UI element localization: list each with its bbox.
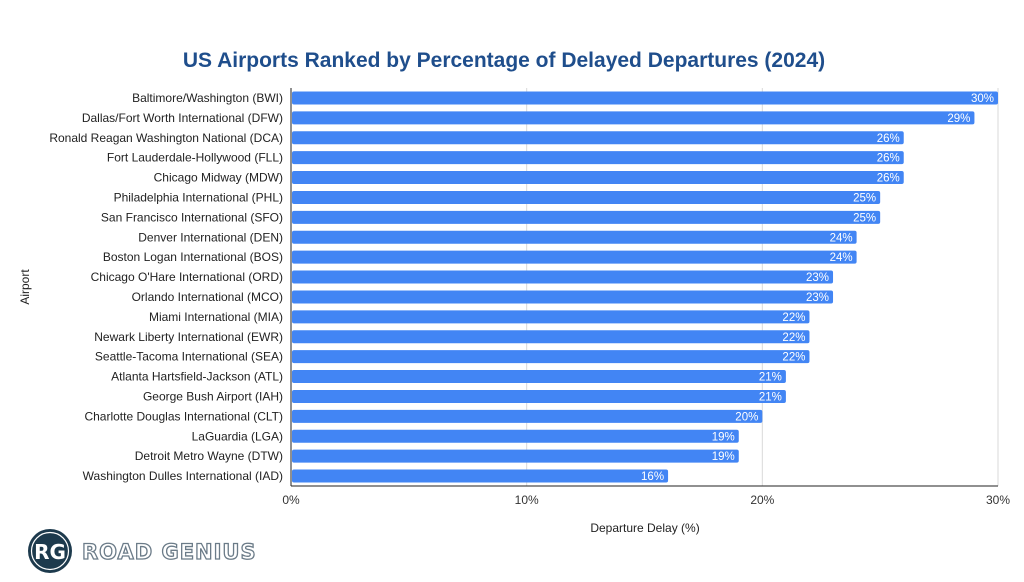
logo-badge [28,529,72,573]
bar [292,389,786,403]
data-label: 26% [877,173,900,185]
data-label: 22% [782,332,805,344]
x-tick-label: 20% [750,493,774,507]
category-label: Fort Lauderdale-Hollywood (FLL) [107,151,283,165]
data-label: 23% [806,292,829,304]
category-label: Denver International (DEN) [138,230,283,244]
category-label: Seattle-Tacoma International (SEA) [95,350,283,364]
data-label: 26% [877,153,900,165]
category-label: Orlando International (MCO) [132,290,283,304]
bar [292,330,810,344]
gridlines [526,88,999,486]
logo-initials: RG [34,540,66,564]
data-label: 29% [947,113,970,125]
data-label: 25% [853,212,876,224]
bar [292,171,904,185]
category-label: Chicago O'Hare International (ORD) [91,270,283,284]
x-tick-label: 30% [986,493,1010,507]
data-label: 30% [971,93,994,105]
category-label: Atlanta Hartsfield-Jackson (ATL) [111,370,283,384]
data-label: 19% [712,451,735,463]
data-label: 25% [853,192,876,204]
category-label: Philadelphia International (PHL) [114,190,283,204]
bar [292,230,857,244]
data-label: 22% [782,352,805,364]
bar [292,370,786,384]
bar [292,429,739,443]
data-label: 24% [830,252,853,264]
category-label: Dallas/Fort Worth International (DFW) [82,111,283,125]
data-label: 22% [782,312,805,324]
category-label: Chicago Midway (MDW) [154,171,283,185]
bar [292,350,810,364]
category-label: Washington Dulles International (IAD) [83,469,283,483]
data-label: 16% [641,471,664,483]
category-labels: Baltimore/Washington (BWI) Dallas/Fort Wo… [49,91,283,483]
bar [292,250,857,264]
data-label: 26% [877,133,900,145]
bars: 30%29%26%26%26%25%25%24%24%23%23%22%22%2… [292,91,998,483]
x-tick-label: 0% [282,493,300,507]
x-tick-label: 10% [515,493,539,507]
category-label: Baltimore/Washington (BWI) [132,91,283,105]
bar [292,409,763,423]
bar [292,270,834,284]
road-genius-logo: RG ROAD GENIUS [28,529,257,573]
bar [292,190,881,204]
category-label: Detroit Metro Wayne (DTW) [135,449,283,463]
bar [292,210,881,224]
y-axis-label: Airport [18,269,32,305]
x-tick-labels: 0% 10% 20% 30% [282,493,1010,507]
category-label: San Francisco International (SFO) [101,210,283,224]
data-label: 24% [830,232,853,244]
category-label: Ronald Reagan Washington National (DCA) [49,131,283,145]
category-label: George Bush Airport (IAH) [143,389,283,403]
data-label: 21% [759,372,782,384]
bar [292,151,904,165]
bar [292,290,834,304]
bar [292,310,810,324]
category-label: Miami International (MIA) [149,310,283,324]
data-label: 23% [806,272,829,284]
category-label: LaGuardia (LGA) [192,429,283,443]
category-label: Newark Liberty International (EWR) [94,330,283,344]
bar [292,111,975,125]
data-label: 19% [712,431,735,443]
logo-wordmark: ROAD GENIUS [82,540,257,564]
bar [292,469,669,483]
category-label: Charlotte Douglas International (CLT) [84,409,283,423]
x-axis-label: Departure Delay (%) [590,521,699,535]
category-label: Boston Logan International (BOS) [103,250,283,264]
chart-title: US Airports Ranked by Percentage of Dela… [183,49,825,72]
data-label: 21% [759,391,782,403]
bar [292,449,739,463]
bar [292,131,904,145]
data-label: 20% [735,411,758,423]
bar [292,91,998,105]
